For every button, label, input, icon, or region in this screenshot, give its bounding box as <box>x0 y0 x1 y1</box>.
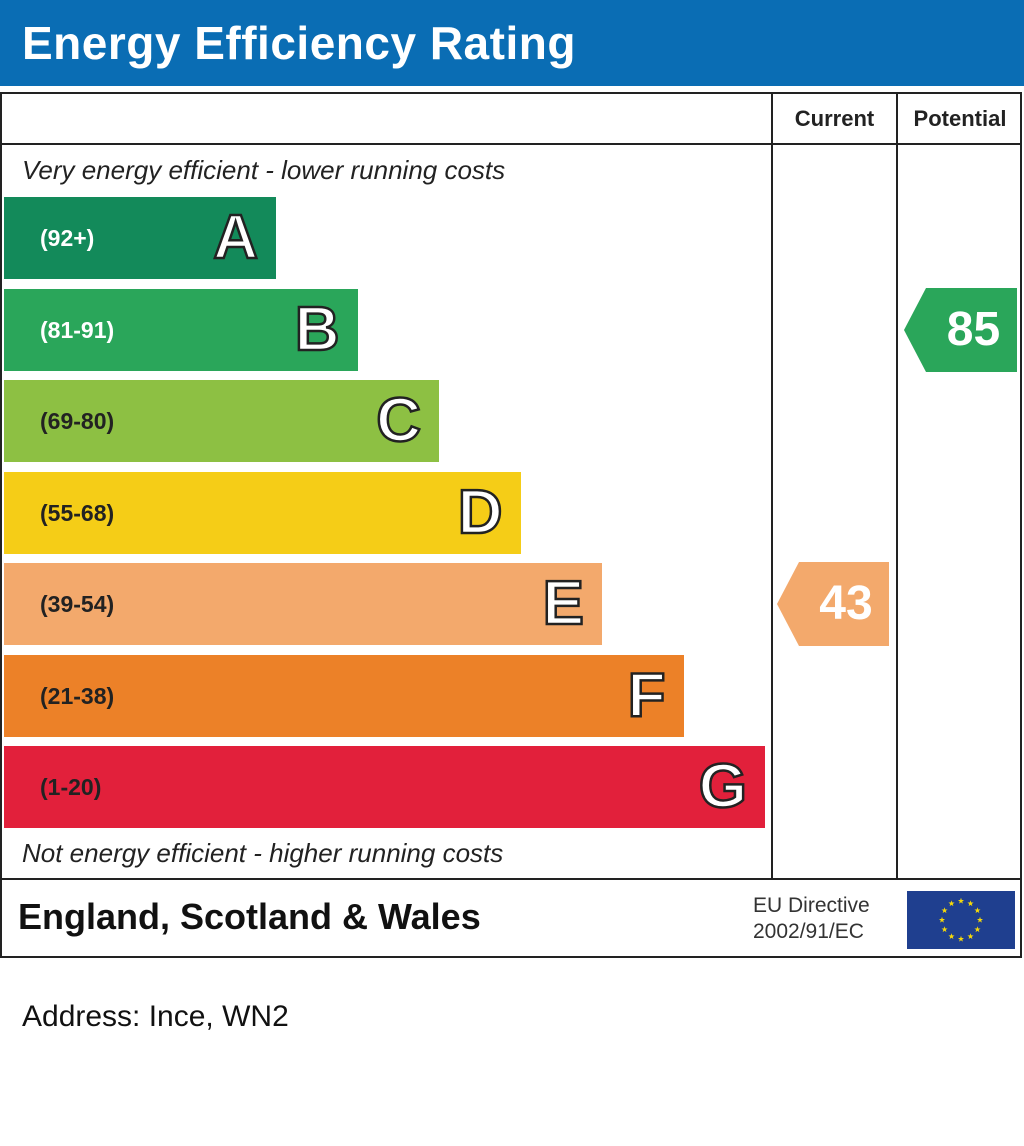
band-range-label: (55-68) <box>40 499 115 526</box>
caption-bottom: Not energy efficient - higher running co… <box>22 838 504 868</box>
chart-title: Energy Efficiency Rating <box>22 17 576 69</box>
eu-star-icon <box>938 916 946 923</box>
footer-divider <box>0 878 1022 880</box>
band-range-label: (1-20) <box>40 774 102 800</box>
eu-star-icon <box>967 900 974 907</box>
eu-star-icon <box>948 900 955 907</box>
band-letter: F <box>626 659 666 731</box>
eu-star-icon <box>941 926 948 933</box>
eu-directive: EU Directive 2002/91/EC <box>753 893 870 945</box>
band-range-label: (21-38) <box>40 682 115 709</box>
band-range-label: (92+) <box>40 225 95 251</box>
band-c: (69-80) C <box>4 380 439 462</box>
footer-region: England, Scotland & Wales <box>18 896 481 937</box>
rating-arrow-current <box>777 562 889 646</box>
column-header-current: Current <box>794 106 875 131</box>
band-letter: E <box>541 568 585 640</box>
band-d: (55-68) D <box>4 471 521 554</box>
caption-top: Very energy efficient - lower running co… <box>22 155 506 185</box>
band-a: (92+) A <box>4 197 276 279</box>
address: Address: Ince, WN2 <box>22 1000 289 1033</box>
band-letter: D <box>456 476 503 548</box>
eu-star-icon <box>976 916 984 923</box>
rating-value-current: 43 <box>819 577 873 630</box>
directive-line-1: EU Directive <box>753 894 870 917</box>
band-e: (39-54) E <box>4 563 602 645</box>
band-b: (81-91) B <box>4 288 358 371</box>
eu-star-icon <box>967 933 974 940</box>
band-range-label: (81-91) <box>40 316 115 343</box>
eu-star-icon <box>948 933 955 940</box>
band-letter: A <box>212 202 259 274</box>
rating-value-potential: 85 <box>946 302 1001 356</box>
band-f: (21-38) F <box>4 654 684 737</box>
eu-star-icon <box>974 926 981 933</box>
band-letter: B <box>293 293 340 365</box>
directive-line-2: 2002/91/EC <box>753 920 864 943</box>
column-header-potential: Potential <box>913 106 1007 131</box>
eu-star-icon <box>941 907 948 914</box>
band-range-label: (69-80) <box>40 408 115 434</box>
rating-potential: 85 <box>904 287 1017 372</box>
band-range-label: (39-54) <box>40 591 115 617</box>
eu-star-icon <box>957 935 965 942</box>
chart-frame <box>0 92 1022 958</box>
band-g: (1-20) G <box>4 746 765 828</box>
header-divider <box>0 143 1022 145</box>
band-letter: C <box>375 385 422 457</box>
divider-current <box>771 92 773 880</box>
eu-flag-icon <box>907 891 1015 949</box>
rating-arrow-potential <box>904 287 1017 372</box>
title-bar: Energy Efficiency Rating <box>0 0 1024 86</box>
divider-potential <box>896 92 898 880</box>
band-letter: G <box>698 751 749 823</box>
rating-current: 43 <box>777 562 889 646</box>
eu-star-icon <box>974 907 981 914</box>
eu-star-icon <box>957 897 965 904</box>
